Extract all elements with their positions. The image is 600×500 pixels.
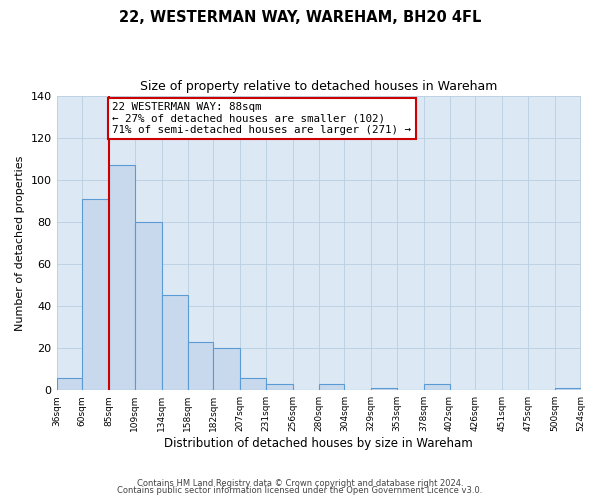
Bar (424, 384, 449, 390)
Bar (319, 384, 344, 390)
Bar (240, 378, 266, 390)
Bar (213, 348, 240, 390)
Text: 22 WESTERMAN WAY: 88sqm
← 27% of detached houses are smaller (102)
71% of semi-d: 22 WESTERMAN WAY: 88sqm ← 27% of detache… (112, 102, 412, 135)
Bar (56, 378, 82, 390)
Bar (371, 388, 397, 390)
Text: Contains public sector information licensed under the Open Government Licence v3: Contains public sector information licen… (118, 486, 482, 495)
Bar (555, 388, 581, 390)
Text: Contains HM Land Registry data © Crown copyright and database right 2024.: Contains HM Land Registry data © Crown c… (137, 478, 463, 488)
Y-axis label: Number of detached properties: Number of detached properties (15, 155, 25, 330)
Bar (266, 384, 293, 390)
Bar (82, 198, 109, 390)
Bar (162, 296, 188, 390)
Bar (135, 222, 162, 390)
Bar (188, 342, 213, 390)
X-axis label: Distribution of detached houses by size in Wareham: Distribution of detached houses by size … (164, 437, 473, 450)
Text: 22, WESTERMAN WAY, WAREHAM, BH20 4FL: 22, WESTERMAN WAY, WAREHAM, BH20 4FL (119, 10, 481, 25)
Bar (109, 165, 135, 390)
Title: Size of property relative to detached houses in Wareham: Size of property relative to detached ho… (140, 80, 497, 93)
